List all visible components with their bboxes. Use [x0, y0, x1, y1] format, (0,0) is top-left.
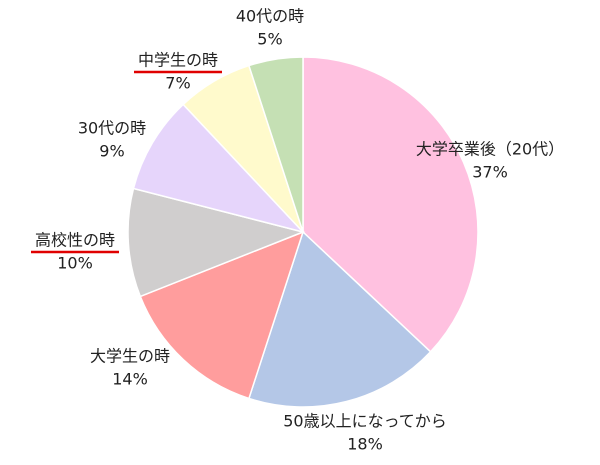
pie-slice [247, 56, 304, 233]
slice-value-label: 37% [472, 163, 508, 182]
slice-value-label: 10% [57, 254, 93, 273]
slice-value-label: 7% [165, 74, 190, 93]
pie-slice [139, 230, 305, 400]
slice-value-label: 14% [112, 370, 148, 389]
pie-slice [132, 103, 306, 234]
slice-label: 50歳以上になってから [283, 412, 447, 431]
slice-label: 40代の時 [236, 7, 304, 26]
slice-label: 大学卒業後（20代） [416, 140, 564, 159]
slice-label: 大学生の時 [90, 347, 170, 366]
slice-label: 30代の時 [78, 119, 146, 138]
slice-value-label: 5% [257, 30, 282, 49]
pie-slice [247, 230, 432, 408]
pie-slice [127, 187, 306, 298]
pie-slice [302, 56, 479, 353]
slice-label: 高校性の時 [35, 231, 115, 250]
slice-label: 中学生の時 [138, 51, 218, 70]
slice-value-label: 18% [347, 435, 383, 454]
slice-value-label: 9% [99, 142, 124, 161]
